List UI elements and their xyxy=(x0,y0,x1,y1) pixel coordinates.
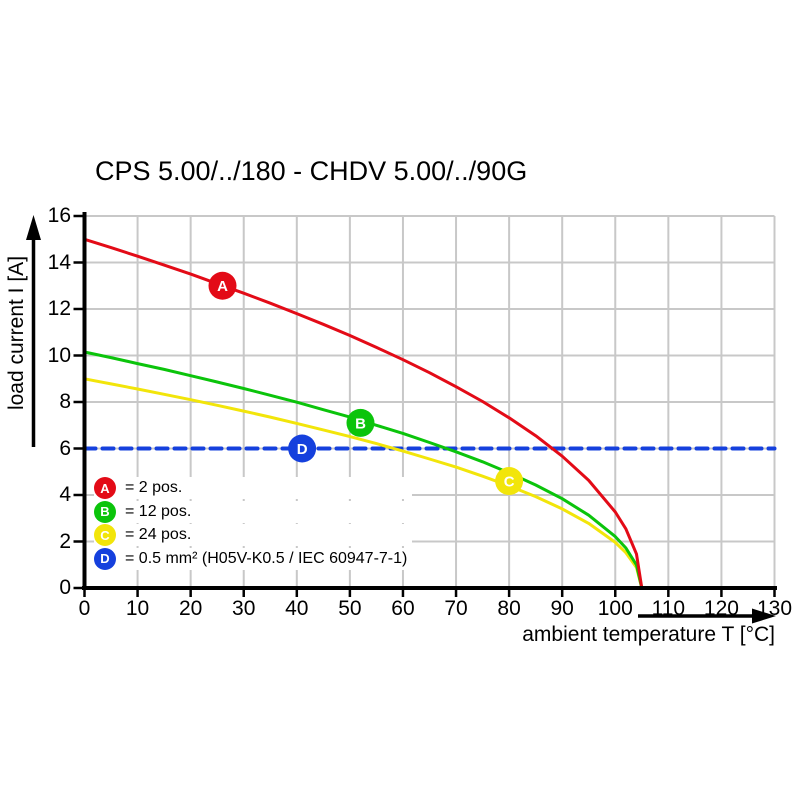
x-tick-label-120: 120 xyxy=(703,597,739,620)
legend-badge-C: C xyxy=(94,524,116,546)
x-tick-label-30: 30 xyxy=(232,597,256,620)
marker-B xyxy=(346,408,375,437)
x-tick-label-0: 0 xyxy=(78,597,91,620)
marker-D-letter: D xyxy=(297,441,308,458)
legend-item-D: D = 0.5 mm² (H05V-K0.5 / IEC 60947-7-1) xyxy=(94,547,413,570)
y-axis-arrowhead xyxy=(26,215,41,240)
x-tick-label-10: 10 xyxy=(125,597,150,620)
series-A-line xyxy=(83,237,644,590)
x-tick-label-20: 20 xyxy=(178,597,203,620)
series-C-line xyxy=(83,377,644,590)
y-tick-label-6: 6 xyxy=(59,436,71,460)
x-tick-label-80: 80 xyxy=(497,597,521,620)
legend-badge-A: A xyxy=(94,477,116,499)
legend-badge-B: B xyxy=(94,500,116,523)
x-axis-title: ambient temperature T [°C] xyxy=(522,623,775,646)
legend-item-C: C = 24 pos. xyxy=(94,524,413,546)
y-tick-label-10: 10 xyxy=(47,343,71,367)
x-tick-label-70: 70 xyxy=(444,597,468,620)
legend-badge-D: D xyxy=(94,547,116,570)
x-tick-label-110: 110 xyxy=(651,597,686,620)
legend-label-C: = 24 pos. xyxy=(125,526,192,543)
legend-item-B: B = 12 pos. xyxy=(94,500,413,523)
marker-C xyxy=(495,467,524,496)
chart-title: CPS 5.00/../180 - CHDV 5.00/../90G xyxy=(95,156,528,186)
marker-A-letter: A xyxy=(217,278,228,295)
x-tick-label-60: 60 xyxy=(391,597,415,620)
legend-item-A: A = 2 pos. xyxy=(94,477,413,499)
marker-C-letter: C xyxy=(504,473,515,490)
marker-B-letter: B xyxy=(355,415,366,432)
x-axis-arrowhead xyxy=(752,608,776,624)
legend: A = 2 pos. B = 12 pos. C = 24 pos. D = 0.5 mm² … xyxy=(94,477,413,571)
x-tick-label-130: 130 xyxy=(756,597,793,620)
legend-label-D: = 0.5 mm² (H05V-K0.5 / IEC 60947-7-1) xyxy=(125,549,408,567)
marker-D xyxy=(288,434,317,463)
x-tick-label-50: 50 xyxy=(338,597,362,620)
y-tick-label-12: 12 xyxy=(47,297,71,320)
marker-A xyxy=(208,271,237,300)
y-tick-label-0: 0 xyxy=(59,576,71,599)
y-tick-label-14: 14 xyxy=(47,250,71,274)
y-tick-label-2: 2 xyxy=(59,529,71,553)
series-B-line xyxy=(83,350,644,590)
x-tick-label-40: 40 xyxy=(285,597,309,620)
legend-label-B: = 12 pos. xyxy=(125,502,192,520)
x-tick-label-90: 90 xyxy=(550,597,574,620)
y-tick-label-16: 16 xyxy=(47,204,71,227)
legend-label-A: = 2 pos. xyxy=(125,479,183,496)
y-tick-label-4: 4 xyxy=(59,483,71,506)
x-tick-label-100: 100 xyxy=(597,597,633,620)
y-tick-label-8: 8 xyxy=(59,390,71,413)
y-axis-title: load current I [A] xyxy=(5,255,28,411)
